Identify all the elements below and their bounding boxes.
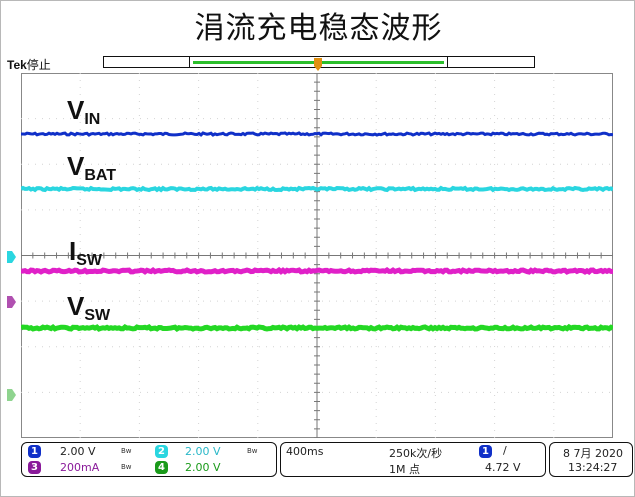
date-value: 8 7月 2020	[563, 447, 623, 460]
brand-label: Tek	[7, 58, 27, 72]
figure-title: 涓流充电稳态波形	[194, 11, 443, 46]
record-length-value: 1M 点	[389, 463, 420, 476]
trigger-slope-icon: /	[503, 444, 507, 457]
bw-limit-icon: Bw	[121, 447, 132, 455]
ch3-badge[interactable]: 3	[28, 461, 41, 474]
ch2-badge[interactable]: 2	[155, 445, 168, 458]
isw-label: ISW	[69, 236, 103, 269]
timebase-value[interactable]: 400ms	[286, 445, 324, 458]
ch4-ground-marker-icon	[7, 389, 16, 401]
run-state-label: 停止	[26, 58, 51, 72]
ch1-vin-trace	[21, 131, 613, 137]
vsw-label: VSW	[67, 291, 111, 324]
vin-label: VIN	[67, 95, 101, 128]
sample-rate-value: 250k次/秒	[389, 447, 443, 460]
ch4-vsw-trace	[21, 323, 613, 332]
ch1-badge[interactable]: 1	[28, 445, 41, 458]
graticule	[21, 73, 613, 438]
acquisition-box	[280, 442, 546, 477]
datetime-box	[549, 442, 633, 477]
bw-limit-icon: Bw	[121, 463, 132, 471]
status-bar: 1 2.00 V Bw 2 2.00 V Bw 3 200mA Bw 4 2.0…	[21, 442, 633, 477]
ch3-isw-trace	[21, 266, 613, 275]
ch2-scale: 2.00 V	[185, 445, 221, 458]
ch2-vbat-trace	[21, 185, 613, 193]
channel-readout-box	[21, 442, 277, 477]
ch3-ground-marker-icon	[7, 296, 16, 308]
ch1-scale: 2.00 V	[60, 445, 96, 458]
scope-header: Tek停止	[7, 56, 51, 73]
bw-limit-icon: Bw	[247, 447, 258, 455]
ch4-badge[interactable]: 4	[155, 461, 168, 474]
trigger-level-value: 4.72 V	[485, 461, 521, 474]
vbat-label: VBAT	[67, 151, 117, 184]
ch3-scale: 200mA	[60, 461, 100, 474]
ch2-ground-marker-icon	[7, 251, 16, 263]
trigger-source-badge[interactable]: 1	[479, 445, 492, 458]
time-value: 13:24:27	[568, 461, 618, 474]
trigger-position-icon	[314, 58, 322, 71]
ch4-scale: 2.00 V	[185, 461, 221, 474]
